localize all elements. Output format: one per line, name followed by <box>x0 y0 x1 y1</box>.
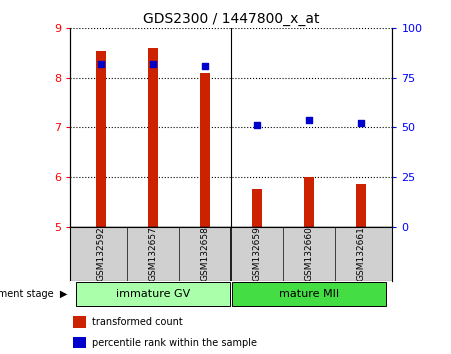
Bar <box>97 51 106 227</box>
FancyBboxPatch shape <box>232 282 386 306</box>
Text: transformed count: transformed count <box>92 318 183 327</box>
Text: immature GV: immature GV <box>116 289 190 299</box>
Point <box>253 122 261 128</box>
Bar <box>73 337 86 348</box>
Bar <box>304 177 314 227</box>
Text: GSM132592: GSM132592 <box>97 227 106 281</box>
FancyBboxPatch shape <box>76 282 230 306</box>
Bar <box>356 184 366 227</box>
Text: GSM132658: GSM132658 <box>201 227 210 281</box>
Title: GDS2300 / 1447800_x_at: GDS2300 / 1447800_x_at <box>143 12 319 26</box>
Bar <box>253 189 262 227</box>
Bar <box>148 48 158 227</box>
Point <box>97 61 105 67</box>
Text: GSM132661: GSM132661 <box>357 227 366 281</box>
Text: GSM132660: GSM132660 <box>305 227 313 281</box>
Text: percentile rank within the sample: percentile rank within the sample <box>92 338 258 348</box>
Text: development stage  ▶: development stage ▶ <box>0 289 68 299</box>
Bar <box>200 73 210 227</box>
Text: GSM132657: GSM132657 <box>149 227 157 281</box>
Point <box>305 117 313 122</box>
Bar <box>73 316 86 328</box>
Text: mature MII: mature MII <box>279 289 339 299</box>
Point <box>202 63 209 69</box>
Text: GSM132659: GSM132659 <box>253 227 262 281</box>
Point <box>358 121 365 126</box>
Point <box>150 61 157 67</box>
